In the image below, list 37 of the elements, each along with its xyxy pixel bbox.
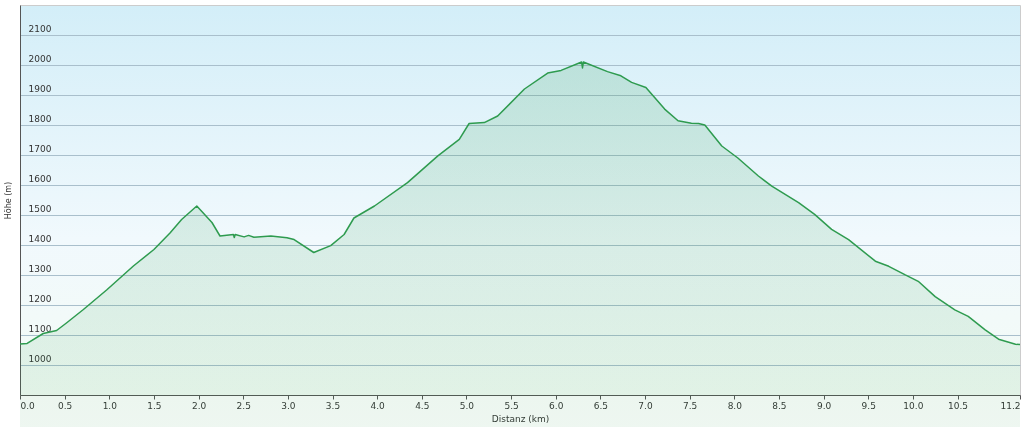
y-axis-title: Höhe (m) — [3, 181, 13, 220]
y-tick-label: 2000 — [28, 53, 52, 64]
x-tick-label: 9.5 — [861, 400, 876, 411]
x-tick-label: 0.0 — [20, 400, 36, 411]
y-tick-label: 1700 — [28, 143, 52, 154]
y-tick-label: 1800 — [28, 113, 52, 124]
x-tick-label: 0.5 — [57, 400, 73, 411]
x-tick-label: 8.0 — [727, 400, 743, 411]
y-tick-label: 1100 — [28, 323, 52, 334]
x-tick-label: 4.5 — [415, 400, 430, 411]
x-axis-title: Distanz (km) — [491, 413, 550, 424]
y-tick-label: 1500 — [28, 203, 52, 214]
x-tick-label: 4.0 — [370, 400, 386, 411]
y-tick-label: 1300 — [28, 263, 52, 274]
x-tick-label: 10.0 — [903, 400, 924, 411]
y-tick-label: 2100 — [28, 23, 52, 34]
x-tick-label: 11.2 — [1000, 400, 1021, 411]
x-tick-label: 9.0 — [816, 400, 832, 411]
x-tick-label: 10.5 — [947, 400, 969, 411]
x-tick-label: 2.5 — [236, 400, 251, 411]
y-tick-label: 1900 — [28, 83, 52, 94]
y-tick-label: 1000 — [28, 353, 52, 364]
x-tick-label: 3.5 — [325, 400, 341, 411]
y-tick-label: 1400 — [28, 233, 52, 244]
x-tick-label: 6.0 — [549, 400, 564, 411]
y-tick-label: 1200 — [28, 293, 52, 304]
x-tick-label: 8.5 — [772, 400, 787, 411]
x-tick-label: 3.0 — [281, 400, 296, 411]
x-tick-label: 6.5 — [593, 400, 609, 411]
x-tick-label: 7.0 — [638, 400, 653, 411]
x-tick-label: 5.0 — [459, 400, 475, 411]
x-tick-label: 5.5 — [504, 400, 519, 411]
x-tick-label: 2.0 — [191, 400, 207, 411]
y-tick-label: 1600 — [28, 173, 52, 184]
x-tick-label: 1.5 — [147, 400, 162, 411]
x-tick-label: 7.5 — [682, 400, 698, 411]
x-tick-label: 1.0 — [102, 400, 118, 411]
